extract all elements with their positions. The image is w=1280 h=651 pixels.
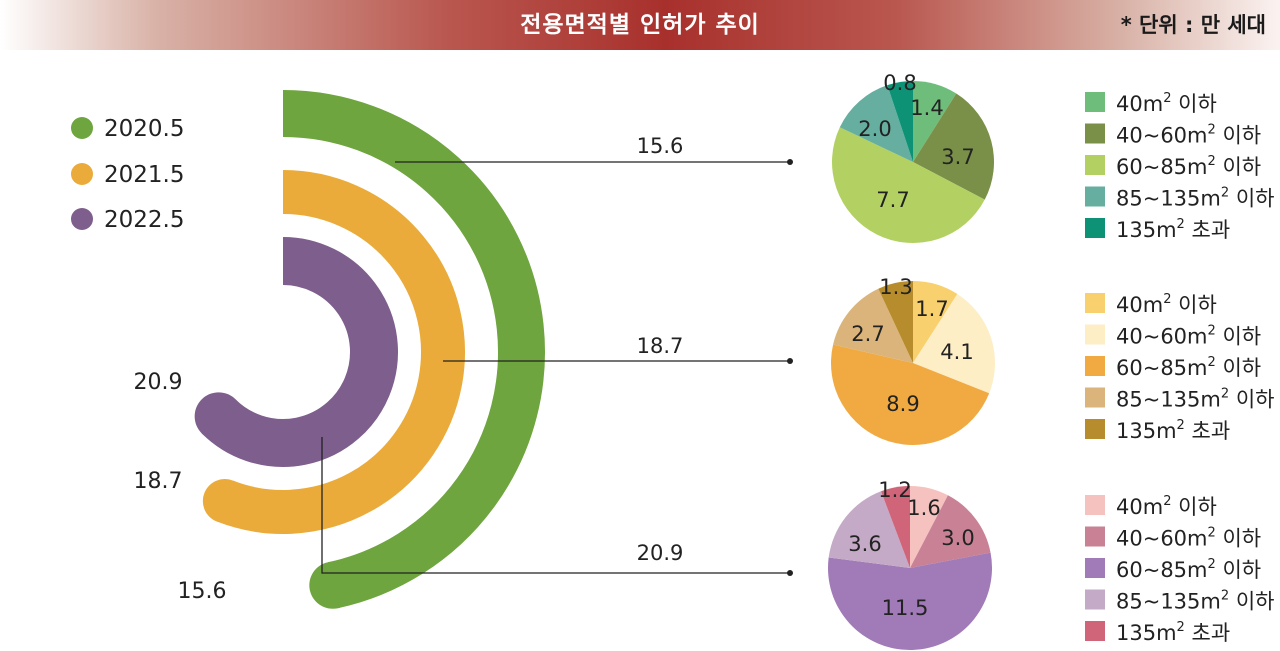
pie-2-legend-swatch-3: [1085, 589, 1105, 610]
legend-label-2021.5: 2021.5: [104, 162, 184, 188]
pie-2-legend-swatch-4: [1085, 621, 1105, 641]
pie-0-legend-swatch-2: [1085, 155, 1105, 175]
pie-0-legend-label-1: 40~60m2 이하: [1116, 123, 1261, 148]
chart-title: 전용면적별 인허가 추이: [520, 12, 760, 38]
radial-value-label-2021.5: 18.7: [134, 469, 183, 494]
pie-0-legend-label-3: 85~135m2 이하: [1116, 186, 1274, 211]
pie-1-legend-swatch-1: [1085, 324, 1105, 345]
pie-0-slice-0: [913, 81, 957, 162]
radial-bar-cap-2021.5: [202, 479, 247, 524]
pie-1-label-1: 4.1: [940, 340, 973, 364]
pie-0-label-2: 7.7: [876, 188, 909, 212]
pie-0-label-3: 2.0: [858, 117, 891, 141]
legend-dot-2020.5: [71, 117, 93, 139]
pie-1-label-2: 8.9: [886, 392, 919, 416]
pie-1-slice-1: [913, 294, 996, 394]
legend-label-2022.5: 2022.5: [104, 207, 184, 233]
pie-0-label-0: 1.4: [910, 96, 943, 120]
pie-2-label-0: 1.6: [907, 496, 940, 520]
pie-1-slice-4: [878, 281, 913, 363]
pie-1-slice-2: [830, 344, 990, 446]
pie-1-legend-label-1: 40~60m2 이하: [1116, 324, 1261, 349]
pie-0-slice-3: [839, 85, 913, 162]
pie-2-legend-swatch-2: [1085, 558, 1105, 578]
pie-1-legend-label-4: 135m2 초과: [1116, 418, 1230, 443]
pie-2-slice-4: [881, 486, 910, 568]
pie-1-label-4: 1.3: [879, 275, 912, 299]
legend-dot-2022.5: [71, 208, 93, 230]
radial-bar-2020.5: [282, 90, 545, 609]
pie-0-legend-swatch-4: [1085, 218, 1105, 238]
pie-0-slice-2: [832, 127, 985, 243]
pie-1-legend-swatch-3: [1085, 387, 1105, 408]
pie-2-slice-1: [910, 495, 991, 568]
pie-2-label-4: 1.2: [878, 478, 911, 502]
pie-0-slice-4: [887, 81, 913, 162]
pie-1-slice-0: [913, 281, 958, 363]
pie-2-slice-0: [910, 486, 948, 568]
connector-dot-0: [787, 159, 793, 165]
pie-0-legend-swatch-3: [1085, 186, 1105, 207]
pie-0-legend-label-0: 40m2 이하: [1116, 91, 1217, 116]
pie-0-slice-1: [913, 93, 995, 200]
pie-2-legend-label-0: 40m2 이하: [1116, 494, 1217, 519]
pie-0-legend-label-4: 135m2 초과: [1116, 217, 1230, 242]
pie-2-legend-swatch-0: [1085, 495, 1105, 515]
pie-0-legend-swatch-1: [1085, 123, 1105, 144]
pie-1-label-0: 1.7: [915, 297, 948, 321]
pie-2-label-3: 3.6: [848, 532, 881, 556]
pie-1-legend-swatch-2: [1085, 356, 1105, 376]
connector-total-label-2: 20.9: [637, 541, 684, 565]
connector-total-label-0: 15.6: [637, 134, 684, 158]
pie-2-slice-3: [828, 491, 910, 568]
pie-0-label-1: 3.7: [941, 145, 974, 169]
unit-note: * 단위 : 만 세대: [1120, 13, 1266, 37]
pie-0-legend-label-2: 60~85m2 이하: [1116, 154, 1261, 179]
connector-total-label-1: 18.7: [637, 334, 684, 358]
pie-2-legend-label-2: 60~85m2 이하: [1116, 557, 1261, 582]
pie-2-legend-label-4: 135m2 초과: [1116, 620, 1230, 645]
legend-label-2020.5: 2020.5: [104, 116, 184, 142]
radial-bar-2022.5: [201, 237, 398, 467]
radial-bar-2021.5: [216, 170, 465, 534]
pie-2-legend-label-3: 85~135m2 이하: [1116, 589, 1274, 614]
connector-dot-1: [787, 358, 793, 364]
pie-0-label-4: 0.8: [883, 71, 916, 95]
pie-1-legend-swatch-4: [1085, 419, 1105, 439]
pie-2-legend-label-1: 40~60m2 이하: [1116, 526, 1261, 551]
pie-1-label-3: 2.7: [851, 322, 884, 346]
legend-dot-2021.5: [71, 163, 93, 185]
pie-2-label-2: 11.5: [882, 596, 929, 620]
radial-bar-cap-2022.5: [194, 392, 243, 441]
connector-line-2: [321, 437, 790, 574]
pie-0-legend-swatch-0: [1085, 92, 1105, 112]
title-bar: [0, 0, 1280, 50]
pie-2-label-1: 3.0: [941, 526, 974, 550]
pie-2-legend-swatch-1: [1085, 526, 1105, 547]
pie-1-legend-label-2: 60~85m2 이하: [1116, 355, 1261, 380]
radial-value-label-2022.5: 20.9: [134, 370, 183, 395]
pie-2-slice-2: [828, 552, 993, 651]
pie-1-legend-label-0: 40m2 이하: [1116, 292, 1217, 317]
pie-1-slice-3: [833, 288, 913, 363]
radial-bar-cap-2020.5: [309, 561, 357, 609]
connector-dot-2: [787, 570, 793, 576]
pie-1-legend-label-3: 85~135m2 이하: [1116, 387, 1274, 412]
pie-1-legend-swatch-0: [1085, 293, 1105, 313]
radial-value-label-2020.5: 15.6: [178, 579, 227, 604]
